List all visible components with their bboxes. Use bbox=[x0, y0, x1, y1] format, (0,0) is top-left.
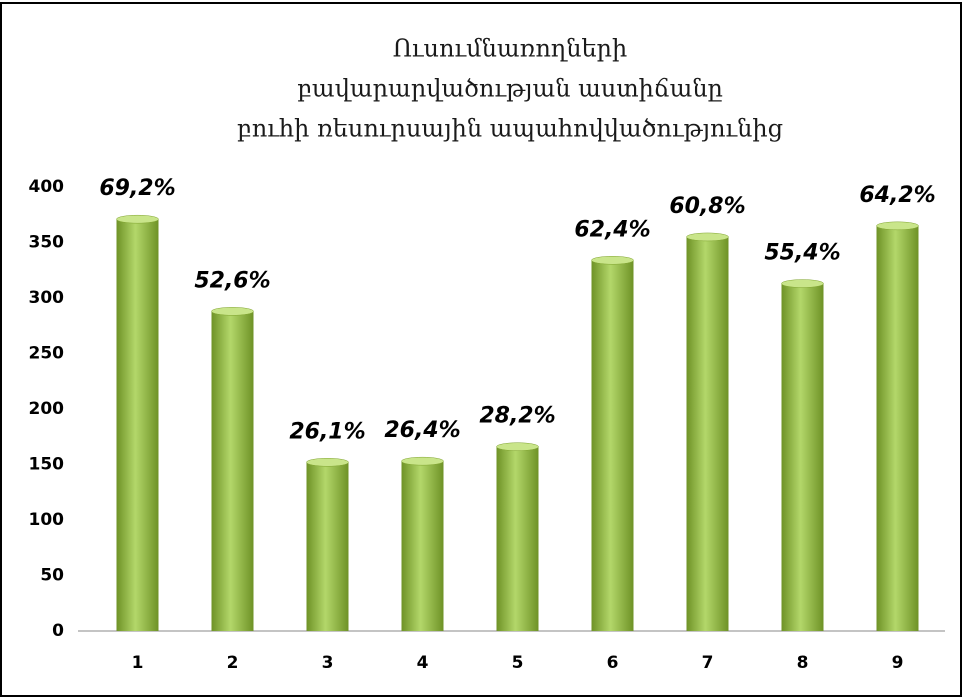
data-label: 62,4% bbox=[574, 217, 650, 242]
chart-title: բավարարվածության աստիճանը bbox=[297, 75, 723, 103]
x-tick-label: 9 bbox=[892, 653, 904, 673]
y-tick-label: 300 bbox=[29, 288, 65, 308]
x-tick-label: 5 bbox=[512, 653, 524, 673]
x-tick-label: 6 bbox=[607, 653, 619, 673]
data-label: 52,6% bbox=[194, 268, 270, 293]
bar-cap bbox=[781, 279, 824, 288]
bar-cap bbox=[496, 442, 539, 451]
bar bbox=[401, 461, 444, 631]
bar-cap bbox=[401, 456, 444, 466]
data-label: 55,4% bbox=[764, 241, 840, 266]
data-label: 28,2% bbox=[479, 404, 555, 429]
x-tick-label: 4 bbox=[417, 653, 429, 673]
bar-cap bbox=[876, 221, 919, 231]
x-tick-label: 7 bbox=[702, 653, 714, 673]
data-label: 26,1% bbox=[289, 419, 365, 444]
title: Ուսումնառողների բավարարվածության աստիճանը… bbox=[237, 35, 783, 143]
y-tick-label: 350 bbox=[29, 233, 65, 253]
data-label: 64,2% bbox=[859, 183, 935, 208]
x-tick-label: 1 bbox=[132, 653, 144, 673]
data-label: 60,8% bbox=[669, 194, 745, 219]
bar bbox=[211, 311, 254, 631]
x-tick-label: 2 bbox=[227, 653, 239, 673]
y-tick-label: 100 bbox=[29, 510, 65, 530]
y-tick-label: 150 bbox=[29, 455, 65, 475]
x-tick-label: 8 bbox=[797, 653, 809, 673]
bar bbox=[591, 260, 634, 631]
chart-title: Ուսումնառողների bbox=[393, 35, 628, 63]
bar-cap bbox=[211, 307, 254, 316]
y-tick-label: 400 bbox=[29, 177, 65, 197]
bar-cap bbox=[686, 232, 729, 242]
bar bbox=[686, 236, 729, 631]
y-tick-label: 200 bbox=[29, 399, 65, 419]
bar-cap bbox=[591, 256, 634, 265]
data-label: 26,4% bbox=[384, 418, 460, 443]
y-tick-label: 0 bbox=[52, 621, 64, 641]
bar bbox=[306, 462, 349, 631]
y-tick-label: 250 bbox=[29, 344, 65, 364]
y-tick-label: 50 bbox=[40, 566, 64, 586]
bar bbox=[876, 225, 919, 631]
chart-title: բուհի ռեսուրսային ապահովվածությունից bbox=[237, 115, 783, 143]
x-tick-label: 3 bbox=[322, 653, 334, 673]
bar bbox=[781, 283, 824, 631]
bar bbox=[116, 219, 159, 631]
bar-cap bbox=[116, 214, 159, 224]
bar bbox=[496, 446, 539, 631]
data-label: 69,2% bbox=[99, 176, 175, 201]
bar-cap bbox=[306, 458, 349, 467]
